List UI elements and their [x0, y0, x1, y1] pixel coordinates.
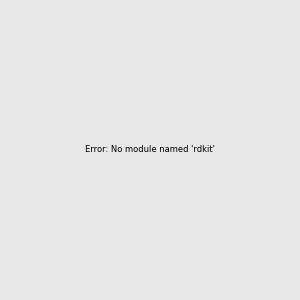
Text: Error: No module named 'rdkit': Error: No module named 'rdkit': [85, 146, 215, 154]
